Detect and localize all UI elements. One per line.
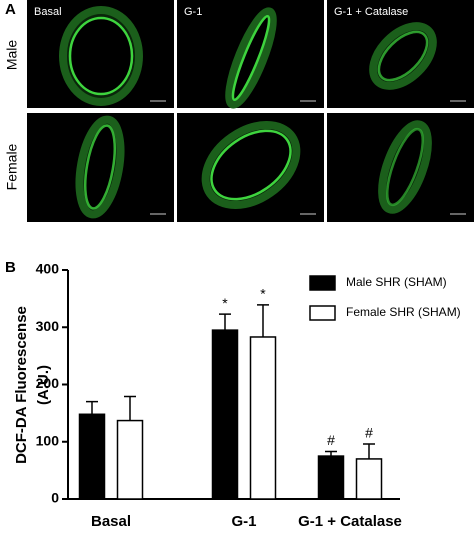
y-tick-label: 200	[36, 375, 60, 391]
row-label: Female	[4, 143, 20, 190]
column-label: G-1 + Catalase	[334, 6, 408, 18]
error-bar	[219, 313, 231, 331]
x-tick-label: G-1	[231, 513, 256, 530]
y-tick-label: 400	[36, 261, 60, 277]
annotation: #	[365, 425, 373, 441]
vessel	[59, 6, 437, 219]
error-bar	[124, 395, 136, 421]
bar	[116, 419, 144, 500]
panel-b: B DCF-DA Fluorescense (A.U.) 0 100 200 300 4…	[5, 259, 461, 530]
legend-swatch	[309, 305, 336, 321]
bar	[78, 413, 106, 500]
legend-label: Male SHR (SHAM)	[346, 275, 447, 289]
x-tick-label: G-1 + Catalase	[298, 513, 402, 530]
scale-bars	[150, 100, 466, 215]
bar	[249, 336, 277, 500]
error-bar	[257, 304, 269, 337]
legend-swatch	[309, 275, 336, 291]
y-axis-label: DCF-DA Fluorescense	[13, 306, 30, 464]
column-label: G-1	[184, 6, 202, 18]
annotation: #	[327, 432, 335, 448]
row-label: Male	[4, 40, 20, 71]
bar	[211, 329, 239, 500]
annotation: *	[260, 286, 266, 302]
y-axis-label: (A.U.)	[35, 365, 52, 405]
panel-letter: B	[5, 259, 16, 276]
annotation: *	[222, 295, 228, 311]
error-bar	[363, 443, 375, 459]
legend-label: Female SHR (SHAM)	[346, 305, 461, 319]
y-tick-label: 300	[36, 318, 60, 334]
panel-letter: A	[5, 1, 16, 18]
error-bar	[325, 450, 337, 457]
bar	[317, 455, 345, 500]
x-tick-label: Basal	[91, 513, 131, 530]
column-label: Basal	[34, 6, 62, 18]
y-tick-label: 0	[51, 490, 59, 506]
y-tick-label: 100	[36, 432, 60, 448]
error-bar	[86, 400, 98, 415]
bar	[355, 458, 383, 500]
panel-a: A Male Female Basal G-1 G-1 + Catalase	[4, 0, 474, 222]
